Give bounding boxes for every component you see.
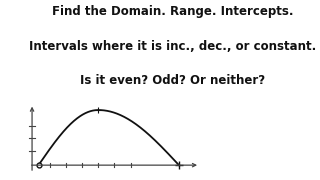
Text: Find the Domain. Range. Intercepts.: Find the Domain. Range. Intercepts. [52,5,293,18]
Text: Is it even? Odd? Or neither?: Is it even? Odd? Or neither? [80,74,265,87]
Text: Intervals where it is inc., dec., or constant.: Intervals where it is inc., dec., or con… [29,40,316,53]
